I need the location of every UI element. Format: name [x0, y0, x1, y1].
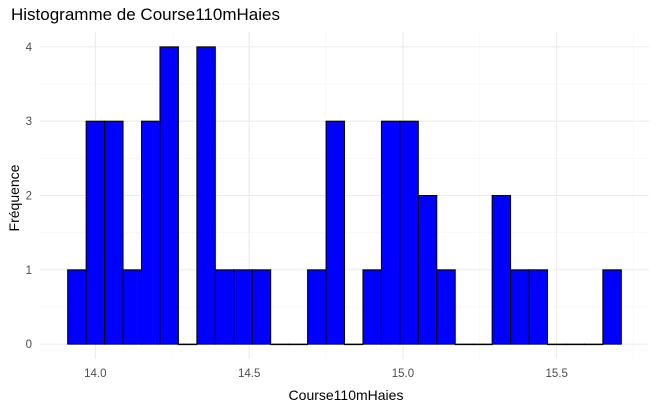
x-tick-label: 15.0	[392, 368, 414, 380]
histogram-bar	[141, 120, 161, 345]
y-axis-ticks: 0 1 2 3 4	[26, 42, 33, 351]
y-tick-label: 1	[26, 265, 32, 277]
histogram-bar	[510, 269, 530, 345]
histogram-bar	[233, 269, 253, 345]
histogram-bar	[251, 269, 272, 345]
histogram-bar	[454, 343, 475, 346]
histogram-bar	[159, 46, 179, 345]
x-tick-label: 14.0	[84, 368, 106, 380]
x-axis-title: Course110mHaies	[289, 387, 404, 403]
x-tick-label: 14.5	[238, 368, 260, 380]
y-tick-label: 0	[26, 339, 32, 351]
histogram-bar	[325, 120, 345, 345]
histogram-bar	[547, 343, 567, 346]
y-tick-label: 3	[26, 116, 32, 128]
histogram-bar	[67, 269, 87, 345]
histogram-bar	[380, 120, 401, 345]
y-tick-label: 4	[26, 42, 33, 54]
histogram-bar	[288, 343, 309, 346]
y-axis-title: Fréquence	[6, 164, 22, 231]
x-tick-label: 15.5	[546, 368, 568, 380]
histogram-bar	[528, 269, 549, 345]
histogram-bar	[122, 269, 143, 345]
histogram-bar	[473, 343, 493, 346]
histogram-bar	[104, 120, 124, 345]
histogram-bar	[417, 195, 438, 345]
histogram-bar	[85, 120, 106, 345]
histogram-bar	[362, 269, 382, 345]
histogram-bar	[196, 46, 216, 345]
histogram-bar	[565, 343, 585, 346]
histogram-bar	[583, 343, 604, 346]
histogram-bar	[344, 343, 364, 346]
histogram-bar	[177, 343, 198, 346]
histogram-bar	[270, 343, 290, 346]
histogram-bar	[307, 269, 327, 345]
chart-title: Histogramme de Course110mHaies	[11, 5, 280, 24]
y-tick-label: 2	[26, 191, 32, 203]
histogram-bar	[214, 269, 235, 345]
histogram-bar	[602, 269, 622, 345]
histogram-bar	[436, 269, 456, 345]
histogram-bar	[399, 120, 419, 345]
histogram-bar	[491, 195, 512, 345]
x-axis-ticks: 14.0 14.5 15.0 15.5	[84, 368, 568, 380]
histogram-bars	[67, 46, 622, 346]
